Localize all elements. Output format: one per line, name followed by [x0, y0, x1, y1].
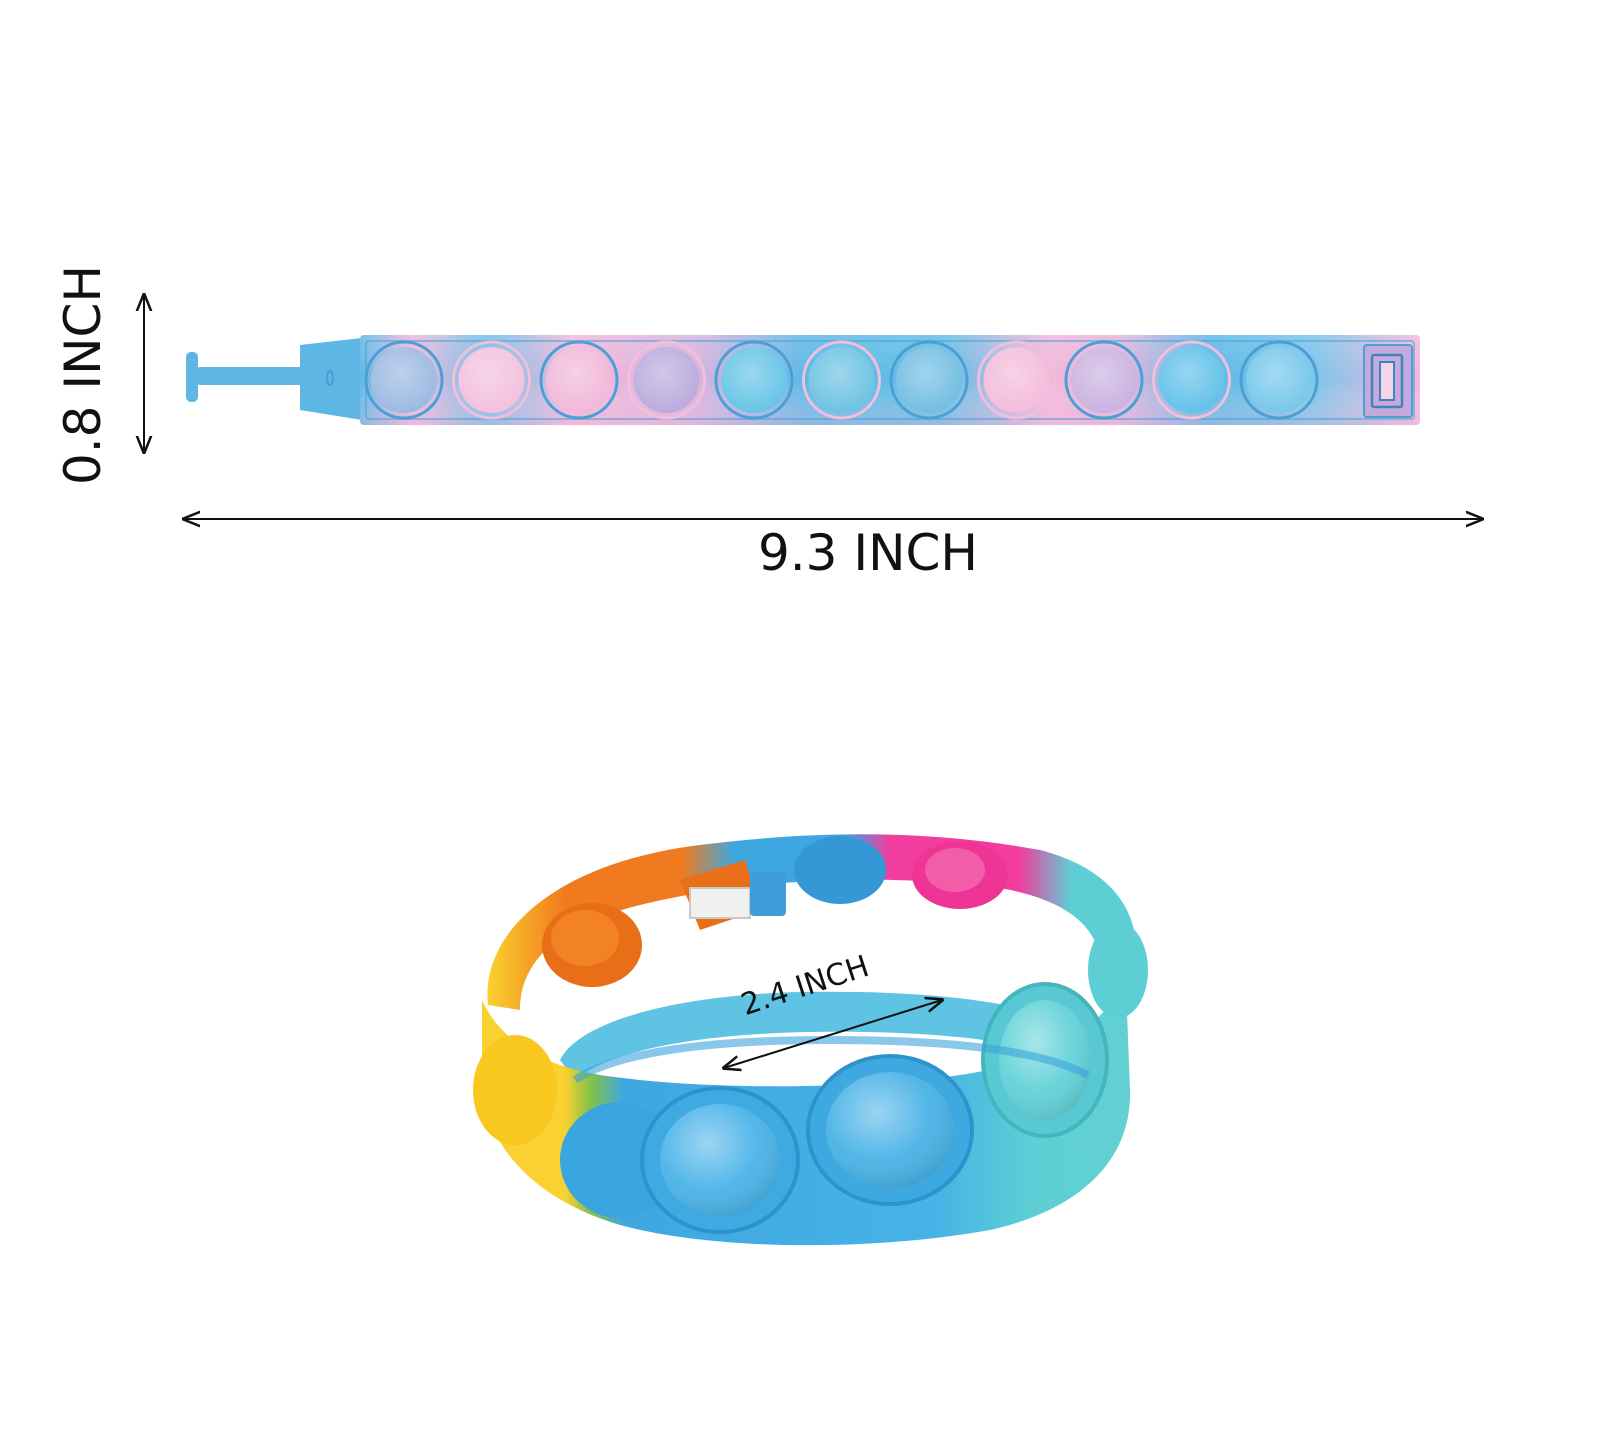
back-bubbles	[542, 836, 1008, 987]
bubble-shine	[1071, 347, 1137, 413]
bubble-shine	[808, 347, 875, 413]
length-label: 9.3 INCH	[758, 524, 978, 582]
bubble-ring	[1064, 340, 1144, 420]
bubble-ring	[802, 340, 881, 420]
bubble-shine	[896, 347, 962, 413]
bubble-ring	[1239, 340, 1319, 420]
bracelet-peg	[186, 338, 362, 420]
bubble-shine	[633, 347, 700, 413]
round-bracelet	[473, 834, 1148, 1246]
height-label: 0.8 INCH	[54, 265, 112, 485]
bubble-ring	[452, 340, 531, 420]
bubble-row	[364, 340, 1319, 420]
bracelet-buckle	[1363, 344, 1413, 418]
bubble-shine	[1246, 347, 1312, 413]
bubble-ring	[539, 340, 619, 420]
bubble-shine	[371, 347, 437, 413]
bracelet-clasp	[680, 860, 786, 930]
bubble-shine	[546, 347, 612, 413]
bubble-ring	[889, 340, 969, 420]
bubble-ring	[714, 340, 794, 420]
bubble-shine	[721, 347, 787, 413]
bubble-ring	[627, 340, 706, 420]
bubble-shine	[458, 347, 525, 413]
bubble-shine	[983, 347, 1050, 413]
bubble-ring	[364, 340, 444, 420]
bubble-ring	[1152, 340, 1231, 420]
flat-bracelet	[186, 335, 1420, 425]
bubble-ring	[977, 340, 1056, 420]
bubble-shine	[1158, 347, 1225, 413]
diameter-dimension-arrow	[724, 1000, 942, 1068]
